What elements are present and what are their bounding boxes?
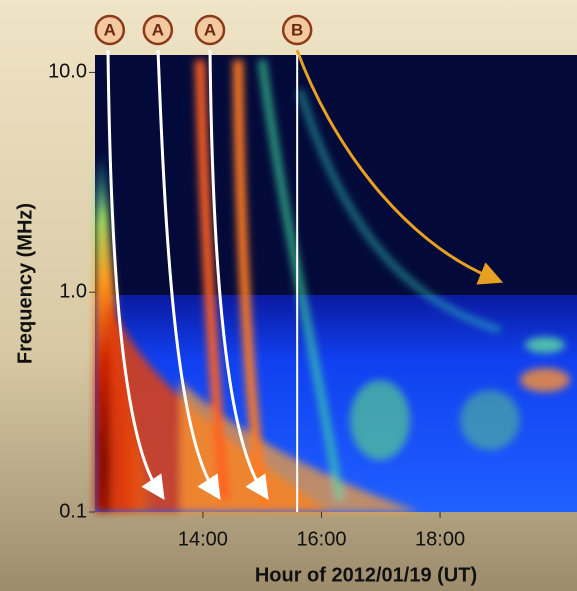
annotation-label: A [204, 20, 216, 39]
annotation-marker [142, 14, 174, 46]
annotation-marker [94, 14, 126, 46]
annotation-label: A [104, 20, 116, 39]
spectrogram-image [95, 55, 577, 512]
x-tick-label: 18:00 [415, 528, 465, 550]
arrows [106, 49, 504, 501]
y-axis-label: Frequency (MHz) [14, 203, 36, 364]
annotation-marker [194, 14, 226, 46]
y-tick-label: 10.0 [48, 61, 87, 83]
annotation-label: B [291, 20, 303, 39]
x-axis-label: Hour of 2012/01/19 (UT) [255, 564, 477, 586]
x-tick-label: 14:00 [178, 528, 228, 550]
y-tick-label: 1.0 [59, 280, 87, 302]
y-tick-label: 0.1 [59, 500, 87, 522]
annotation-label: A [152, 20, 164, 39]
x-tick-label: 16:00 [296, 528, 346, 550]
annotation-marker [281, 14, 313, 46]
